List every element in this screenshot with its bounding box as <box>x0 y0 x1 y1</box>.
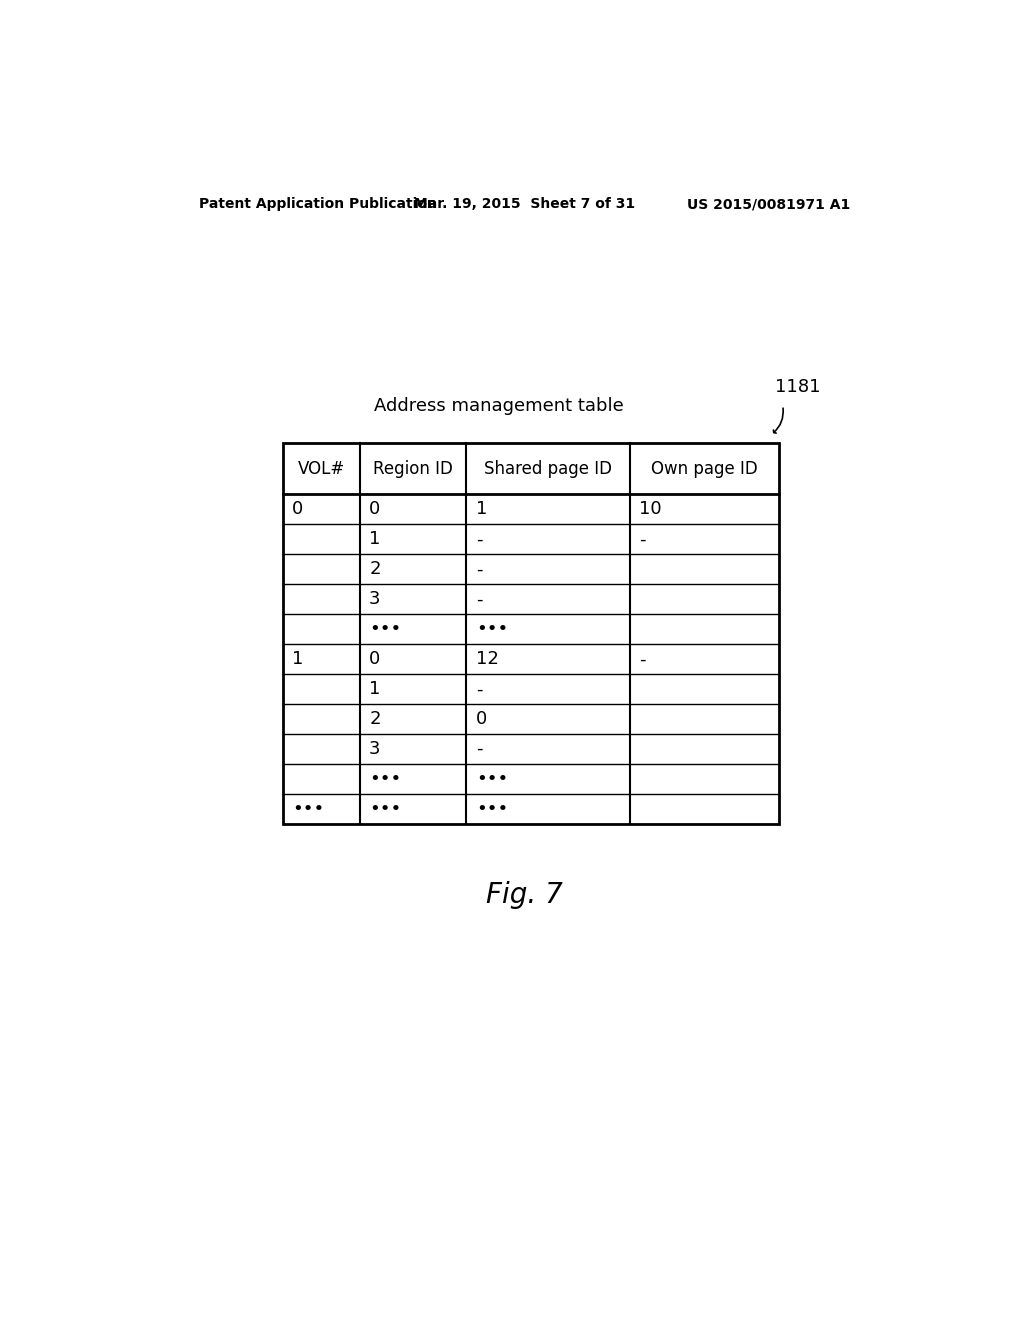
Text: •••: ••• <box>476 800 508 818</box>
Text: US 2015/0081971 A1: US 2015/0081971 A1 <box>687 197 850 211</box>
Text: Patent Application Publication: Patent Application Publication <box>200 197 437 211</box>
Text: Fig. 7: Fig. 7 <box>486 882 563 909</box>
Text: 10: 10 <box>639 500 663 519</box>
Text: •••: ••• <box>292 800 325 818</box>
Text: •••: ••• <box>476 770 508 788</box>
Text: 2: 2 <box>370 710 381 729</box>
Text: 1: 1 <box>476 500 487 519</box>
Text: -: - <box>476 590 482 609</box>
Text: 1: 1 <box>370 680 381 698</box>
Text: •••: ••• <box>476 620 508 639</box>
Text: -: - <box>476 680 482 698</box>
Text: Region ID: Region ID <box>373 459 453 478</box>
Text: 1: 1 <box>292 651 304 668</box>
Text: 0: 0 <box>370 651 380 668</box>
Text: -: - <box>476 561 482 578</box>
Text: 0: 0 <box>370 500 380 519</box>
Text: 2: 2 <box>370 561 381 578</box>
Text: -: - <box>476 531 482 548</box>
Text: 3: 3 <box>370 590 381 609</box>
Text: -: - <box>639 531 646 548</box>
Text: Shared page ID: Shared page ID <box>484 459 612 478</box>
Text: -: - <box>639 651 646 668</box>
Text: 3: 3 <box>370 741 381 758</box>
Bar <box>283 444 778 824</box>
Text: Mar. 19, 2015  Sheet 7 of 31: Mar. 19, 2015 Sheet 7 of 31 <box>415 197 635 211</box>
Text: •••: ••• <box>370 800 401 818</box>
Text: •••: ••• <box>370 620 401 639</box>
Text: VOL#: VOL# <box>298 459 345 478</box>
Text: 1181: 1181 <box>775 378 820 396</box>
Text: 1: 1 <box>370 531 381 548</box>
Text: 12: 12 <box>476 651 499 668</box>
Text: 0: 0 <box>292 500 303 519</box>
Text: -: - <box>476 741 482 758</box>
Text: •••: ••• <box>370 770 401 788</box>
Text: Own page ID: Own page ID <box>651 459 758 478</box>
Text: Address management table: Address management table <box>374 396 624 414</box>
Text: 0: 0 <box>476 710 487 729</box>
